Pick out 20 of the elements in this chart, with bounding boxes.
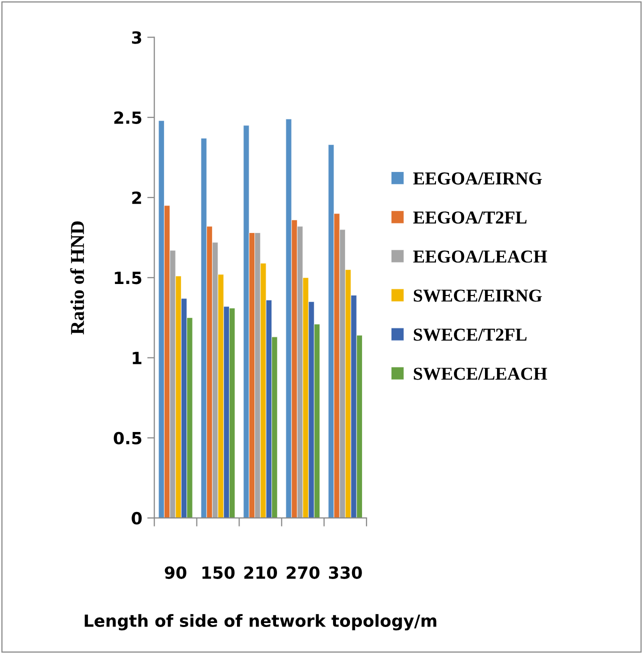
- y-tick-label: 3: [132, 31, 142, 44]
- legend-label: EEGOA/EIRNG: [413, 172, 542, 185]
- y-tick-label: 0: [132, 512, 142, 525]
- x-tick-label: 90: [164, 566, 186, 579]
- legend-label: SWECE/T2FL: [414, 328, 527, 341]
- y-tick-label: 1.5: [114, 272, 142, 284]
- y-tick-label: 0.5: [114, 432, 142, 444]
- x-tick-label: 150: [202, 566, 235, 579]
- y-tick-label: 2: [132, 191, 142, 204]
- legend-label: SWECE/LEACH: [414, 368, 548, 380]
- x-tick-label: 330: [329, 566, 362, 579]
- y-tick-label: 2.5: [114, 111, 142, 124]
- x-tick-label: 210: [244, 566, 278, 579]
- x-tick-label: 270: [286, 566, 320, 579]
- legend-label: EEGOA/T2FL: [413, 211, 527, 224]
- y-tick-label: 1: [132, 352, 142, 364]
- legend-label: EEGOA/LEACH: [413, 250, 548, 263]
- legend-label: SWECE/EIRNG: [414, 290, 542, 302]
- x-axis-title: Length of side of network topology/m: [84, 614, 436, 630]
- y-axis-title: Ratio of HND: [70, 221, 84, 335]
